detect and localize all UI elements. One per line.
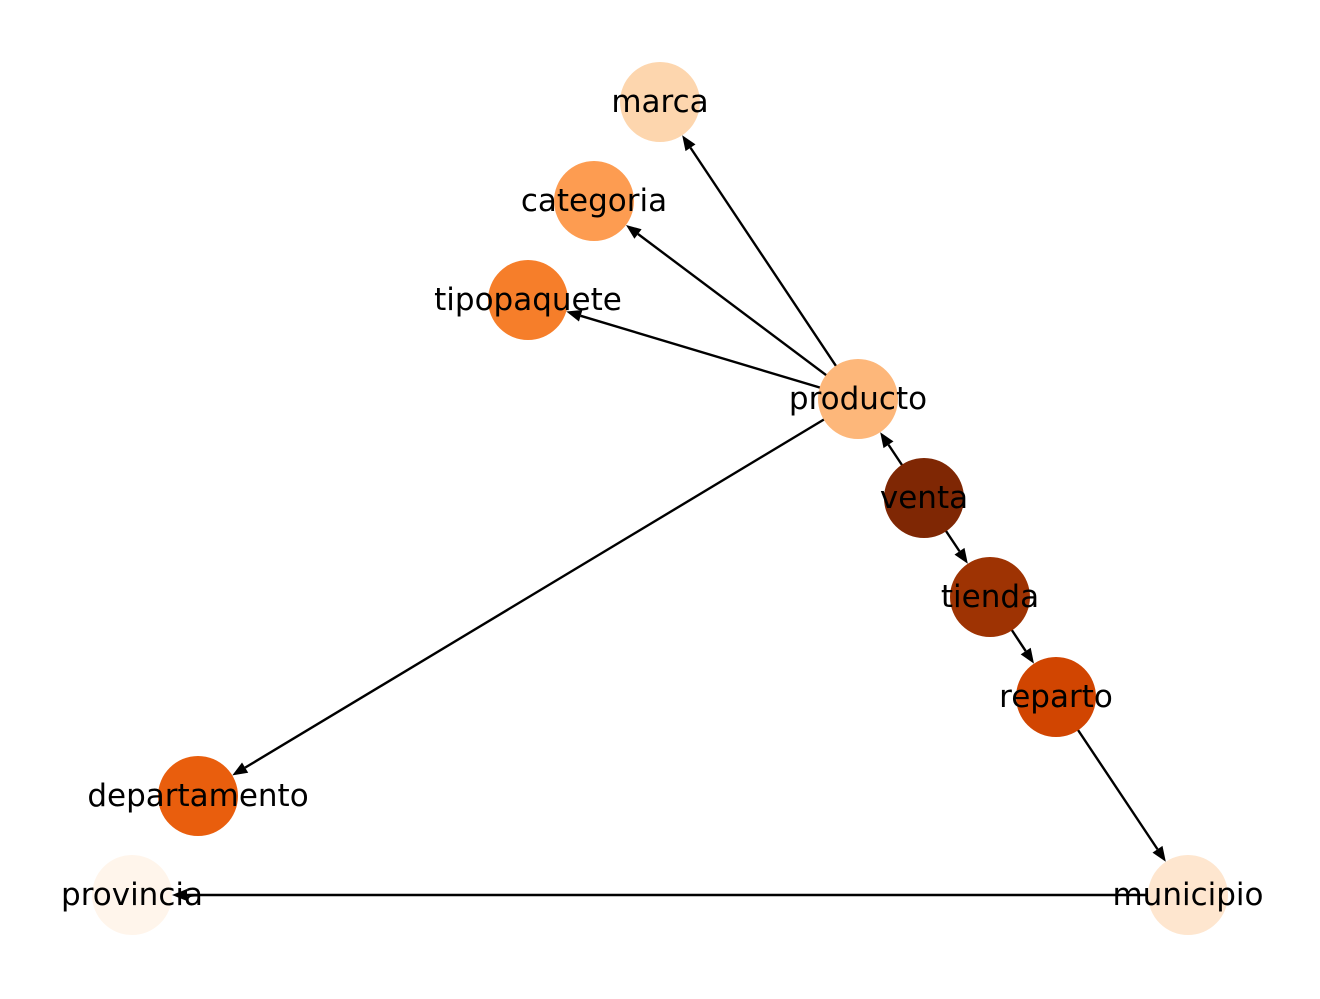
node-municipio	[1148, 855, 1228, 935]
node-producto	[818, 359, 898, 439]
node-departamento	[158, 756, 238, 836]
node-label-categoria: categoria	[521, 183, 667, 219]
node-label-departamento: departamento	[87, 778, 308, 814]
edge-line	[244, 397, 859, 769]
edge-producto-departamento	[232, 397, 859, 776]
node-label-municipio: municipio	[1112, 877, 1263, 913]
nodes-layer	[92, 62, 1228, 935]
edges-layer	[172, 135, 1188, 901]
node-label-marca: marca	[611, 84, 708, 120]
arrow-head-icon	[880, 432, 894, 449]
arrow-head-icon	[232, 762, 249, 776]
edge-line	[637, 233, 859, 400]
arrow-head-icon	[172, 889, 187, 901]
arrow-head-icon	[566, 310, 583, 322]
edge-line	[580, 314, 859, 401]
node-label-tipopaquete: tipopaquete	[434, 282, 622, 318]
arrow-head-icon	[954, 547, 968, 564]
node-marca	[620, 62, 700, 142]
node-label-venta: venta	[880, 480, 968, 516]
node-label-producto: producto	[789, 381, 927, 417]
edge-producto-tipopaquete	[566, 310, 859, 401]
node-tienda	[950, 557, 1030, 637]
node-provincia	[92, 855, 172, 935]
edge-line	[689, 147, 859, 400]
arrow-head-icon	[682, 135, 696, 152]
edge-producto-marca	[682, 135, 859, 400]
arrow-head-icon	[1152, 845, 1166, 862]
node-label-reparto: reparto	[999, 679, 1113, 715]
labels-layer: marca categoria tipopaquete producto venta ti…	[61, 84, 1264, 913]
node-reparto	[1016, 657, 1096, 737]
edge-municipio-provincia	[172, 889, 1188, 901]
node-label-tienda: tienda	[941, 579, 1039, 615]
node-tipopaquete	[488, 260, 568, 340]
edge-producto-categoria	[626, 225, 859, 400]
arrow-head-icon	[626, 225, 642, 239]
arrow-head-icon	[1020, 647, 1034, 664]
node-venta	[884, 458, 964, 538]
node-label-provincia: provincia	[61, 877, 203, 913]
node-categoria	[554, 161, 634, 241]
